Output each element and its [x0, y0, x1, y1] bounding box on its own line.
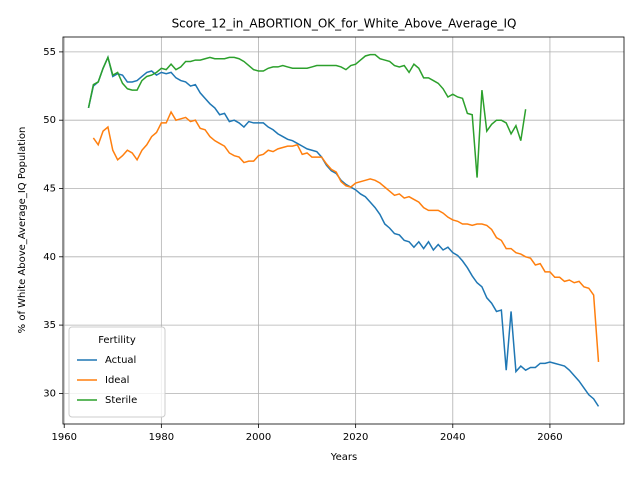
x-tick-label: 2060	[537, 432, 562, 443]
x-tick-label: 1980	[149, 432, 174, 443]
series-line	[87, 53, 527, 178]
legend-label: Sterile	[105, 395, 137, 406]
x-tick-label: 2000	[246, 432, 271, 443]
x-axis-label: Years	[330, 452, 357, 463]
y-tick-label: 55	[43, 47, 56, 58]
y-tick-label: 40	[43, 252, 56, 263]
x-tick-label: 2040	[440, 432, 465, 443]
legend-box	[68, 326, 166, 418]
y-tick-label: 35	[43, 320, 56, 331]
y-tick-label: 30	[43, 388, 56, 399]
legend-label: Actual	[105, 355, 136, 366]
series-line	[87, 55, 600, 407]
series-line	[92, 110, 600, 363]
chart-title: Score_12_in_ABORTION_OK_for_White_Above_…	[172, 17, 517, 31]
legend-title: Fertility	[98, 335, 136, 346]
legend-label: Ideal	[105, 375, 129, 386]
y-tick-label: 45	[43, 183, 56, 194]
plot-frame	[62, 36, 625, 425]
x-tick-label: 1960	[51, 432, 76, 443]
x-tick-label: 2020	[343, 432, 368, 443]
y-tick-label: 50	[43, 115, 56, 126]
y-axis-label: % of White Above_Average_IQ Population	[17, 127, 28, 334]
